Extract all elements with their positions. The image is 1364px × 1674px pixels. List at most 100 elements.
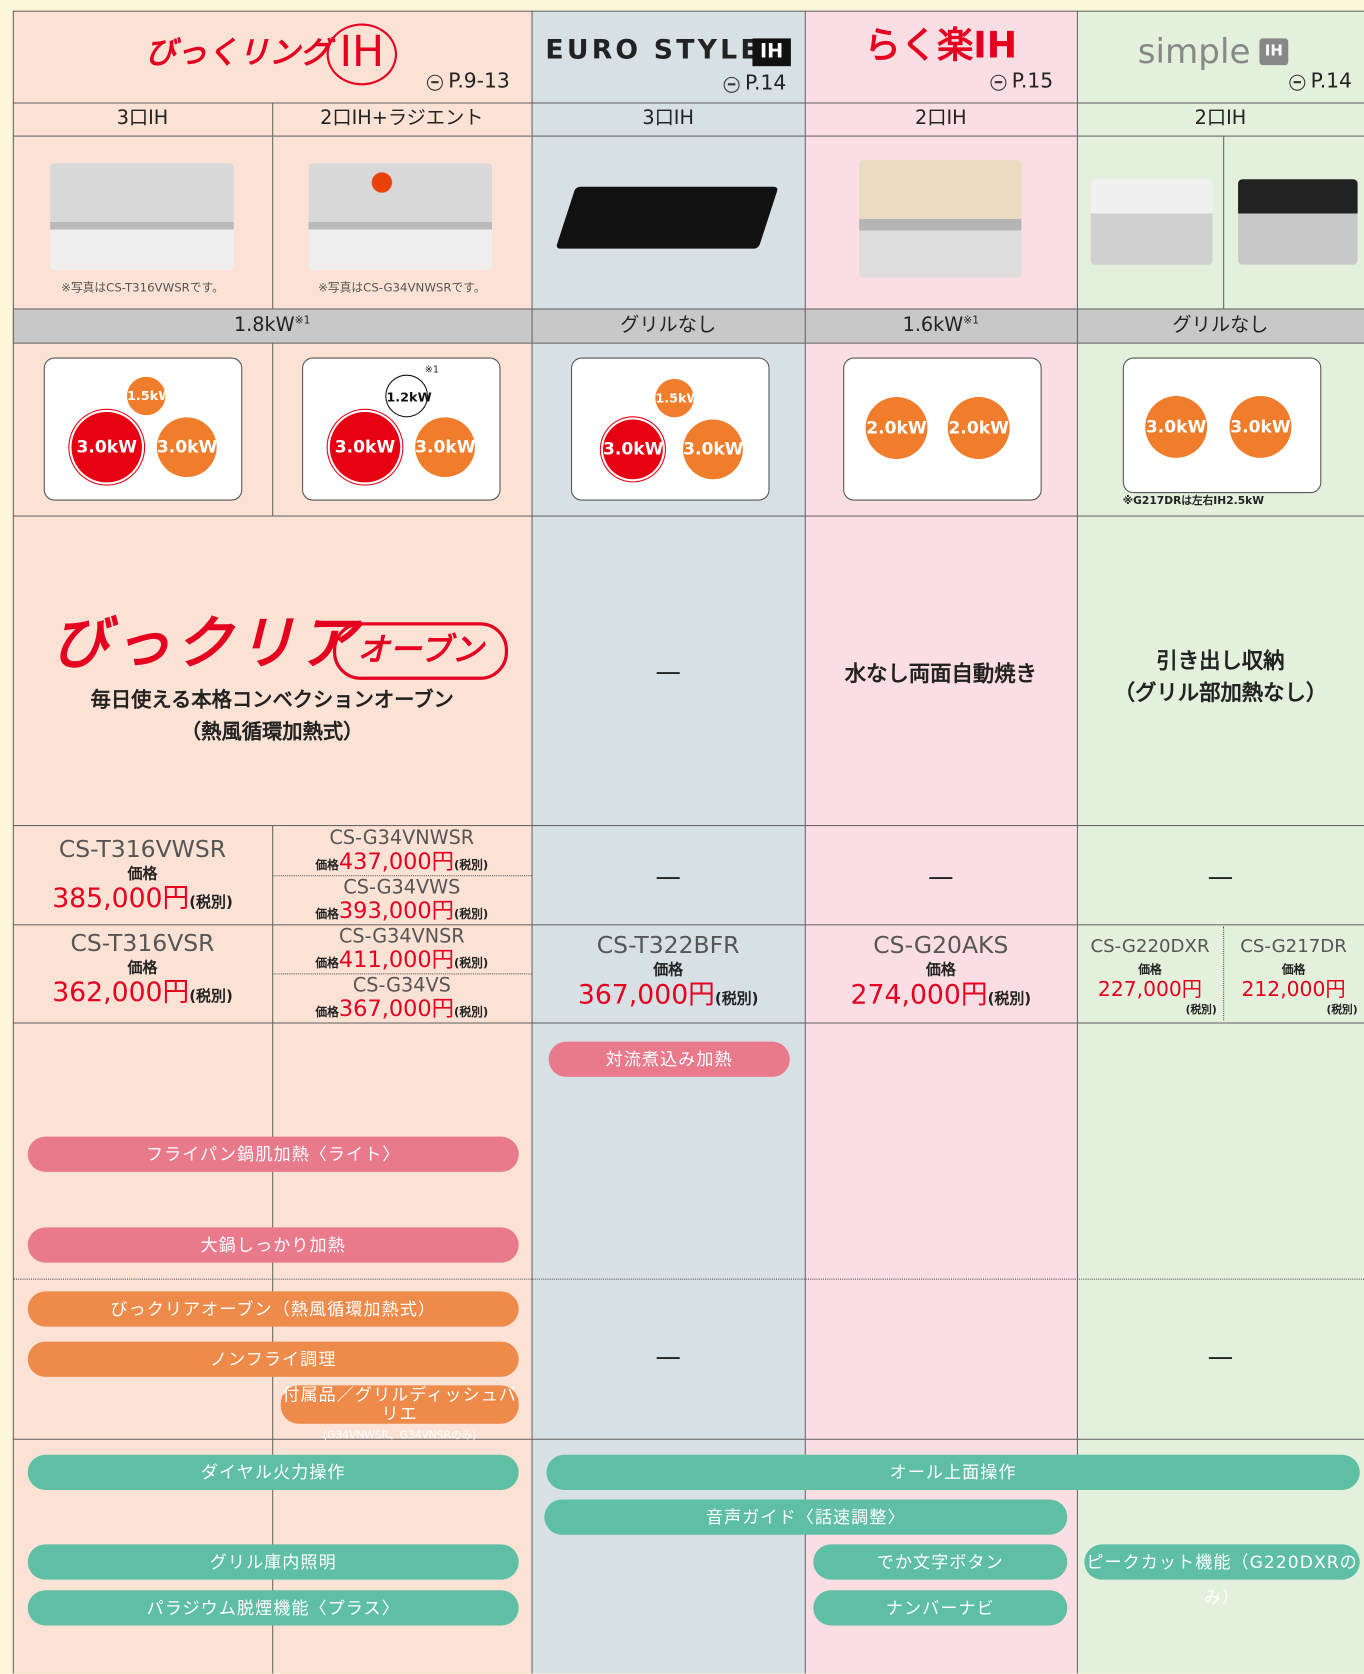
feature-text: 音声ガイド〈話速調整〉 bbox=[706, 1507, 906, 1528]
brand-name: びっくリング bbox=[145, 34, 331, 71]
divider bbox=[272, 973, 532, 975]
price-line: 385,000円(税別) bbox=[13, 882, 272, 915]
feature-pill: でか文字ボタン bbox=[813, 1544, 1068, 1580]
price-label: 価格 bbox=[315, 858, 339, 872]
brand-mark: IH bbox=[752, 38, 791, 67]
model-number: CS-T322BFR bbox=[596, 932, 740, 960]
grid-line bbox=[272, 102, 274, 309]
feature-pill: オール上面操作 bbox=[546, 1454, 1360, 1490]
price: 385,000円 bbox=[52, 882, 190, 914]
model-number: CS-G34VS bbox=[352, 974, 451, 997]
feature-pill: 音声ガイド〈話速調整〉 bbox=[544, 1499, 1068, 1535]
burner-type: 2口IH bbox=[915, 106, 967, 130]
grid-line bbox=[12, 10, 14, 1674]
model-number: CS-T316VSR bbox=[70, 930, 215, 958]
grill-feature-badge: オーブン bbox=[332, 622, 509, 680]
feature-text: 大鍋しっかり加熱 bbox=[200, 1234, 346, 1256]
tax-note: (税別) bbox=[454, 858, 489, 872]
brand-mark: IH bbox=[1259, 38, 1289, 66]
grill-power: 1.8kW※1 bbox=[13, 313, 532, 337]
feature-pill: 対流煮込み加熱 bbox=[548, 1041, 790, 1077]
tax-note: (税別) bbox=[1185, 1004, 1217, 1017]
page-ref: P.14 bbox=[1310, 69, 1352, 93]
feature-pill: びっクリアオーブン（熱風循環加熱式） bbox=[27, 1291, 519, 1327]
footnote: ※G217DRは左右IH2.5kW bbox=[1122, 495, 1264, 507]
price-label: 価格 bbox=[127, 865, 158, 883]
model-number: CS-G34VNWSR bbox=[329, 827, 475, 850]
dash: — bbox=[1207, 1341, 1234, 1372]
feature-pill: 付属品／グリルディッシュバリエ (G34VNWSR、G34VNSRのみ) bbox=[280, 1384, 519, 1441]
dash: — bbox=[655, 1341, 681, 1372]
burner-type: 2口IH bbox=[1194, 106, 1247, 130]
grid-line bbox=[12, 10, 1364, 12]
feature-text: 付属品／グリルディッシュバリエ bbox=[282, 1384, 518, 1424]
footnote: ※1 bbox=[963, 314, 980, 327]
tax-note: (税別) bbox=[189, 894, 233, 912]
feature-text: 対流煮込み加熱 bbox=[605, 1049, 733, 1070]
model-number: CS-G217DR bbox=[1240, 936, 1347, 958]
grill-row-bg bbox=[12, 308, 1364, 343]
page-ref: P.9-13 bbox=[448, 69, 510, 93]
feature-pill: グリル庫内照明 bbox=[27, 1544, 519, 1580]
tax-note: (税別) bbox=[454, 1005, 489, 1020]
price-line: 362,000円(税別) bbox=[13, 976, 272, 1009]
price-label: 価格 bbox=[315, 956, 339, 971]
burner-type: 3口IH bbox=[642, 106, 694, 130]
grill-feature-desc: （熱風循環加熱式） bbox=[180, 720, 364, 744]
dash: — bbox=[928, 861, 954, 892]
grid-line bbox=[12, 342, 1364, 344]
grill-power-text: 1.8kW bbox=[233, 313, 295, 337]
page-icon bbox=[723, 76, 740, 93]
brand-mark: IH bbox=[339, 27, 385, 77]
divider bbox=[1223, 926, 1225, 1021]
burner: 3.0kW bbox=[329, 411, 401, 483]
tax-note: (税別) bbox=[714, 990, 759, 1008]
tax-note: (税別) bbox=[454, 907, 489, 922]
product-photo bbox=[50, 163, 234, 271]
divider bbox=[272, 875, 532, 877]
grid-line bbox=[804, 10, 806, 1674]
burner: 3.0kW bbox=[603, 419, 663, 480]
tax-note: (税別) bbox=[189, 988, 233, 1006]
page-icon bbox=[426, 74, 443, 91]
burner: 1.5kW bbox=[655, 378, 701, 418]
feature-note: (G34VNWSR、G34VNSRのみ) bbox=[322, 1430, 477, 1442]
bg-raku bbox=[804, 10, 1077, 1674]
grill-power: グリルなし bbox=[1172, 313, 1269, 337]
feature-text: ピークカット機能（G220DXRのみ） bbox=[1086, 1551, 1358, 1608]
dash: — bbox=[655, 656, 681, 687]
price: 274,000円 bbox=[850, 978, 988, 1010]
burner: 2.0kW bbox=[865, 397, 928, 459]
model-number: CS-G34VNSR bbox=[339, 925, 465, 948]
grid-line bbox=[12, 825, 1364, 827]
model-number: CS-G220DXR bbox=[1090, 936, 1210, 958]
tax-note: (税別) bbox=[987, 990, 1032, 1008]
feature-pill: ピークカット機能（G220DXRのみ） bbox=[1084, 1544, 1360, 1607]
burner: 3.0kW bbox=[1229, 395, 1292, 458]
product-photo bbox=[1090, 179, 1213, 265]
page-ref: P.15 bbox=[1011, 69, 1054, 93]
brand-name: simple bbox=[1137, 30, 1251, 72]
price: 362,000円 bbox=[52, 976, 190, 1008]
price-label: 価格 bbox=[1138, 962, 1162, 977]
price-label: 価格 bbox=[315, 907, 339, 922]
grid-line bbox=[12, 1438, 1364, 1440]
price: 227,000円 bbox=[1097, 977, 1203, 1002]
price-line: 274,000円(税別) bbox=[805, 978, 1077, 1011]
grid-line bbox=[12, 135, 1364, 137]
feature-text: オール上面操作 bbox=[889, 1462, 1017, 1483]
burner: 3.0kW bbox=[683, 419, 744, 480]
page-icon bbox=[990, 74, 1007, 91]
product-photo bbox=[859, 160, 1022, 278]
burner: 2.0kW bbox=[947, 397, 1010, 459]
price: 212,000円 bbox=[1241, 977, 1346, 1002]
price: 411,000円 bbox=[338, 946, 455, 973]
grid-line bbox=[12, 102, 1364, 104]
dash: — bbox=[1207, 861, 1234, 892]
feature-pill: パラジウム脱煙機能〈プラス〉 bbox=[27, 1590, 519, 1626]
price-line: 367,000円(税別) bbox=[532, 979, 805, 1011]
grill-feature: 水なし両面自動焼き bbox=[844, 660, 1037, 687]
feature-text: びっクリアオーブン（熱風循環加熱式） bbox=[110, 1298, 437, 1320]
feature-text: ナンバーナビ bbox=[885, 1597, 995, 1619]
burner: 3.0kW bbox=[1145, 395, 1208, 458]
